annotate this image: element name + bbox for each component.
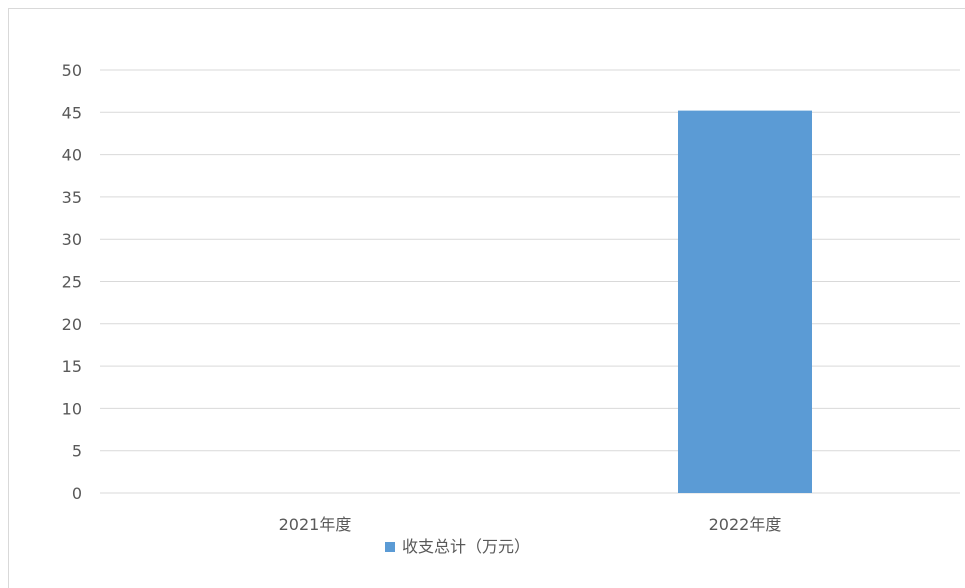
y-tick-label: 5	[72, 442, 82, 461]
x-category-label: 2022年度	[709, 515, 782, 534]
y-tick-label: 20	[62, 315, 82, 334]
y-tick-label: 40	[62, 146, 82, 165]
y-tick-label: 45	[62, 103, 82, 122]
y-tick-label: 0	[72, 484, 82, 503]
chart-frame	[8, 8, 965, 588]
y-axis-ticks: 0 5 10 15 20 25 30 35 40 45 50	[62, 61, 82, 503]
y-tick-label: 30	[62, 230, 82, 249]
y-tick-label: 35	[62, 188, 82, 207]
bar-2	[678, 110, 812, 493]
y-tick-label: 50	[62, 61, 82, 80]
legend-label: 收支总计（万元）	[402, 537, 530, 556]
y-tick-label: 15	[62, 357, 82, 376]
x-category-label: 2021年度	[279, 515, 352, 534]
legend: 收支总计（万元）	[385, 537, 530, 556]
legend-swatch	[385, 542, 395, 552]
x-axis-categories: 2021年度 2022年度	[279, 515, 782, 534]
bars	[678, 110, 812, 493]
gridlines	[100, 69, 960, 494]
y-tick-label: 10	[62, 399, 82, 418]
y-tick-label: 25	[62, 273, 82, 292]
